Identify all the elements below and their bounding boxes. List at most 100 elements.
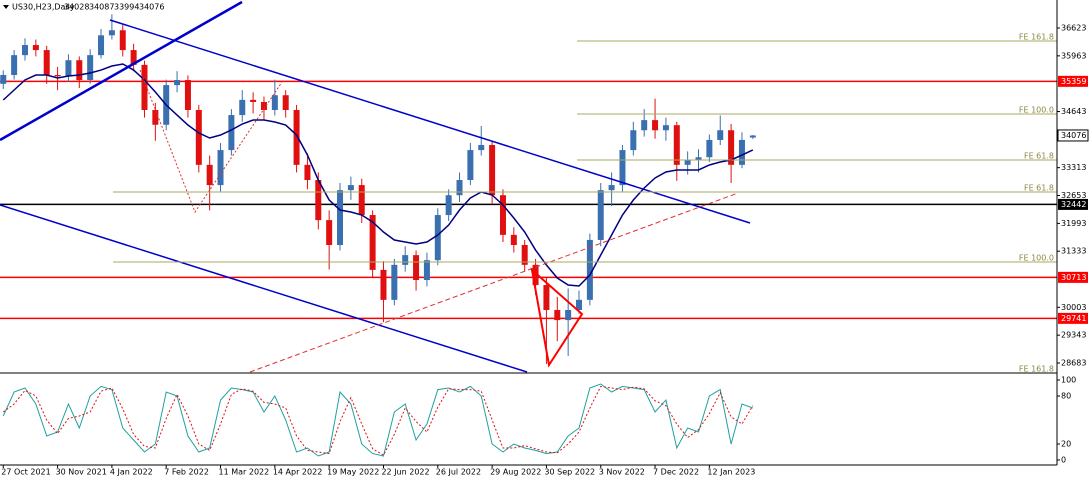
stoch-tick-label: 20 <box>1061 440 1071 449</box>
candle-body <box>369 215 376 270</box>
candle-body <box>423 260 430 281</box>
candle-body <box>641 120 648 131</box>
candle-body <box>586 239 593 300</box>
y-tick-label: 32653 <box>1061 191 1086 200</box>
candle-body <box>347 185 354 191</box>
y-tick-label: 30003 <box>1061 303 1086 312</box>
candle-body <box>184 80 191 110</box>
plot-layer: 36623 35963 34643 33313 32653 31993 31333 30003… <box>0 14 1089 477</box>
candle-body <box>749 135 756 138</box>
x-tick-label: 7 Dec 2022 <box>653 468 699 477</box>
candle-body <box>456 180 463 196</box>
candle-body <box>630 130 637 151</box>
candle-body <box>304 164 311 181</box>
candle-body <box>76 60 83 81</box>
candle-body <box>402 255 409 265</box>
candle-body <box>195 109 202 165</box>
high-value: 34087 <box>89 3 114 12</box>
candle-body <box>141 64 148 110</box>
candle-body <box>521 245 528 265</box>
fib-label: FE 100.0 <box>1019 106 1054 115</box>
candle-body <box>54 74 61 77</box>
candle-body <box>326 220 333 246</box>
candle-body <box>565 309 572 321</box>
stoch-tick-label: 0 <box>1061 456 1066 465</box>
x-tick-label: 19 May 2022 <box>327 468 379 477</box>
x-tick-label: 4 Jan 2022 <box>110 468 153 477</box>
candle-body <box>250 99 257 102</box>
trend-line <box>0 204 528 373</box>
x-tick-label: 14 Apr 2022 <box>273 468 322 477</box>
trend-line <box>0 0 243 142</box>
candle-body <box>65 60 72 77</box>
candle-body <box>413 255 420 281</box>
candle-body <box>260 101 267 110</box>
x-tick-label: 29 Aug 2022 <box>490 468 541 477</box>
candle-body <box>489 145 496 196</box>
candle-body <box>206 164 213 186</box>
level-badge <box>1058 312 1088 324</box>
level-badge <box>1058 75 1088 87</box>
candle-body <box>87 55 94 81</box>
menu-icon[interactable] <box>3 5 9 9</box>
candle-body <box>293 109 300 165</box>
candle-body <box>11 55 18 75</box>
candle-body <box>597 190 604 240</box>
fib-label: FE 100.0 <box>1019 254 1054 263</box>
candle-body <box>543 285 550 310</box>
level-badge-label: 30713 <box>1061 273 1086 282</box>
candle-body <box>315 180 322 221</box>
level-badge <box>1058 198 1088 210</box>
candle-body <box>554 309 561 321</box>
candle-body <box>32 45 39 51</box>
y-tick-label: 28683 <box>1061 359 1086 368</box>
candle-body <box>728 130 735 165</box>
candle-body <box>43 50 50 75</box>
x-tick-label: 30 Sep 2022 <box>544 468 595 477</box>
stoch-d <box>2 385 754 456</box>
candle-body <box>98 35 105 56</box>
candle-body <box>358 185 365 216</box>
candle-body <box>337 190 344 246</box>
x-tick-label: 26 Jul 2022 <box>436 468 481 477</box>
candle-body <box>108 30 115 36</box>
candle-body <box>662 125 669 131</box>
candle-body <box>619 150 626 186</box>
candle-body <box>673 125 680 165</box>
y-tick-label: 33313 <box>1061 163 1086 172</box>
candle-body <box>576 299 583 310</box>
trend-line <box>249 192 739 373</box>
candle-body <box>510 234 517 246</box>
candle-body <box>119 30 126 51</box>
candle-body <box>21 45 28 56</box>
symbol-title: US30,H23,Daily <box>12 3 75 12</box>
level-badge-label: 32442 <box>1061 200 1086 209</box>
triangle <box>530 267 584 368</box>
candle-body <box>445 195 452 216</box>
fib-label: FE 161.8 <box>1019 33 1054 42</box>
x-tick-label: 27 Oct 2021 <box>1 468 50 477</box>
candle-body <box>652 120 659 131</box>
y-tick-label: 36623 <box>1061 24 1086 33</box>
close-value: 34076 <box>139 3 164 12</box>
x-tick-label: 3 Nov 2022 <box>599 468 645 477</box>
y-tick-label: 29343 <box>1061 331 1086 340</box>
fib-label: FE 61.8 <box>1024 184 1054 193</box>
candle-body <box>478 145 485 151</box>
level-badge-label: 35359 <box>1061 77 1086 86</box>
candle-body <box>380 269 387 300</box>
candle-body <box>228 115 235 151</box>
price-badge-label: 34076 <box>1061 131 1086 140</box>
trend-line <box>109 19 751 224</box>
level-badge <box>1058 271 1088 283</box>
candle-body <box>282 95 289 110</box>
candle-body <box>152 109 159 125</box>
y-tick-label: 34643 <box>1061 107 1086 116</box>
candle-body <box>434 215 441 261</box>
zigzag-line <box>139 69 283 214</box>
fib-labels: FE 161.8 FE 100.0 FE 61.8 FE 61.8 FE 100… <box>1019 33 1054 374</box>
candle-body <box>239 99 246 116</box>
x-tick-label: 7 Feb 2022 <box>164 468 209 477</box>
candle-body <box>217 150 224 186</box>
